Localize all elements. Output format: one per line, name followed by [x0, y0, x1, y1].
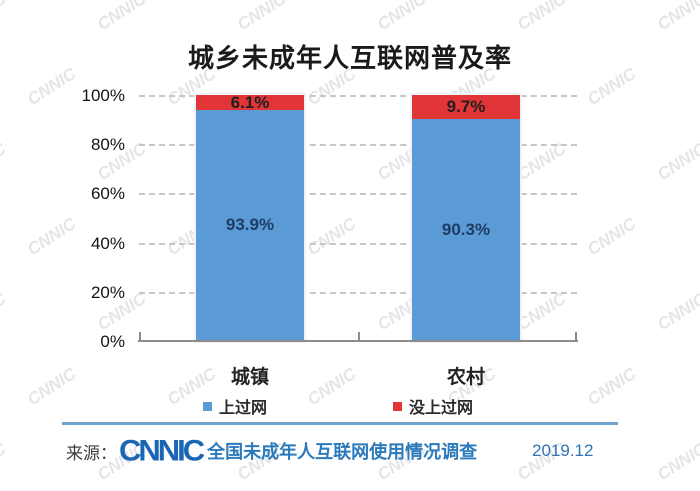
category-label-urban: 城镇	[230, 367, 269, 388]
bar-rural-online-segment: 90.3%	[412, 118, 520, 341]
chart-title: 城乡未成年人互联网普及率	[187, 43, 512, 73]
bar-urban-offline-value-label: 6.1%	[230, 92, 270, 112]
legend-label-online: 上过网	[219, 400, 268, 417]
watermark-text: CNNIC	[93, 0, 150, 35]
gridline-80	[139, 144, 577, 147]
watermark-text: CNNIC	[23, 363, 80, 410]
watermark-text: CNNIC	[233, 0, 290, 35]
x-axis-tick-right	[575, 332, 577, 341]
y-tick-label-0: 0%	[100, 332, 125, 351]
watermark-text: CNNIC	[583, 213, 640, 260]
watermark-text: CNNIC	[0, 288, 10, 335]
bar-rural-offline-segment: 9.7%	[412, 95, 520, 119]
watermark-text: CNNIC	[653, 288, 700, 335]
footer-date-label: 2019.12	[532, 441, 594, 460]
bar-urban: 6.1% 93.9%	[196, 92, 304, 341]
bar-urban-online-value-label: 93.9%	[225, 215, 275, 235]
gridline-20	[139, 291, 577, 294]
gridline-60	[139, 193, 577, 196]
y-tick-label-40: 40%	[90, 233, 125, 253]
legend-label-offline: 没上过网	[409, 400, 474, 417]
watermark-text: CNNIC	[373, 0, 430, 35]
watermark-text: CNNIC	[513, 0, 570, 35]
gridline-40	[139, 242, 577, 245]
y-tick-label-80: 80%	[90, 135, 125, 155]
bar-rural-online-value-label: 90.3%	[441, 219, 491, 239]
x-axis-tick-middle	[358, 332, 360, 341]
bar-urban-online-segment: 93.9%	[196, 110, 304, 341]
x-axis-tick-left	[139, 332, 141, 341]
legend-swatch-offline-icon	[393, 401, 402, 411]
footer-divider-line	[62, 422, 618, 425]
watermark-text: CNNIC	[0, 0, 10, 35]
watermark-text: CNNIC	[653, 138, 700, 185]
y-tick-label-20: 20%	[90, 282, 125, 302]
watermark-text: CNNIC	[0, 138, 10, 185]
watermark-text: CNNIC	[583, 363, 640, 410]
y-tick-label-60: 60%	[90, 184, 125, 204]
watermark-text: CNNIC	[653, 438, 700, 485]
legend-item-online: 上过网	[203, 396, 268, 417]
watermark-text: CNNIC	[653, 0, 700, 35]
bar-rural-offline-value-label: 9.7%	[446, 96, 486, 116]
source-prefix-label: 来源：	[66, 443, 117, 463]
x-axis-line	[138, 340, 578, 342]
source-survey-label: 全国未成年人互联网使用情况调查	[207, 442, 478, 462]
category-label-rural: 农村	[446, 367, 485, 388]
gridline-100	[139, 95, 577, 97]
y-tick-label-100: 100%	[81, 86, 125, 105]
bar-urban-offline-segment: 6.1%	[196, 92, 304, 112]
watermark-text: CNNIC	[0, 438, 10, 485]
cnnic-logo: CNNIC	[119, 433, 205, 468]
legend-item-offline: 没上过网	[393, 396, 474, 417]
plot-area: 100% 80% 60% 40% 20% 0% 6.1% 93.9% 9.7% …	[82, 86, 578, 351]
bar-rural: 9.7% 90.3%	[412, 95, 520, 341]
legend-swatch-online-icon	[203, 401, 212, 411]
footer-source-row: 来源： CNNIC 全国未成年人互联网使用情况调查	[66, 433, 477, 469]
